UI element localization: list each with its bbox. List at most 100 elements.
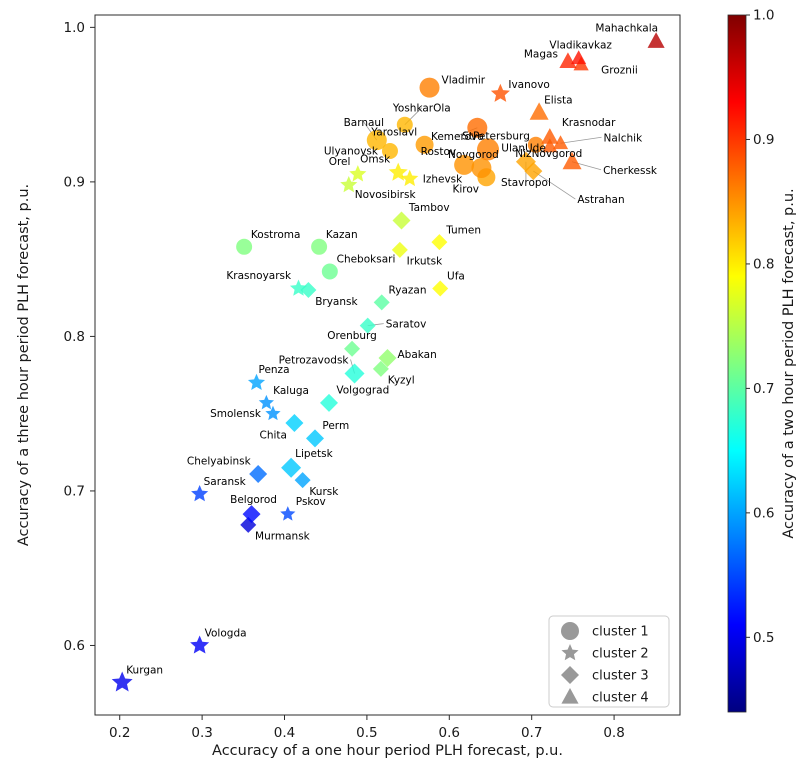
- axes-spines: [94, 14, 681, 716]
- data-point-diamond: [431, 234, 448, 251]
- city-label: Novgorod: [448, 149, 499, 161]
- data-point-diamond: [344, 363, 365, 384]
- x-tick-label: 0.4: [274, 725, 295, 741]
- city-label: Nalchik: [604, 132, 644, 144]
- data-point-diamond: [391, 241, 408, 258]
- city-label: Penza: [258, 364, 289, 376]
- colorbar-tick-label: 0.8: [753, 256, 774, 272]
- city-label: UlanUde: [501, 142, 546, 154]
- city-label: Pskov: [296, 496, 326, 508]
- label-leader-line: [560, 136, 602, 144]
- city-label: Stavropol: [501, 177, 551, 189]
- city-label: Kirov: [452, 184, 479, 196]
- city-label: Tumen: [445, 224, 481, 236]
- data-point-star: [289, 279, 308, 296]
- city-label: Novosibirsk: [355, 189, 417, 201]
- city-label: Belgorod: [230, 494, 277, 506]
- data-point-triangle: [647, 32, 665, 48]
- data-point-diamond: [344, 340, 361, 357]
- data-point-diamond: [320, 393, 338, 412]
- legend-label: cluster 1: [592, 625, 649, 640]
- city-label: Volgograd: [336, 384, 389, 396]
- city-label: Krasnodar: [562, 117, 616, 129]
- x-tick-label: 0.6: [439, 725, 460, 741]
- data-point-diamond: [524, 162, 543, 181]
- colorbar-gradient: [728, 15, 746, 712]
- x-axis-label: Accuracy of a one hour period PLH foreca…: [212, 743, 563, 759]
- y-tick-label: 0.9: [64, 174, 85, 190]
- data-point-diamond: [285, 413, 304, 432]
- y-tick-label: 1.0: [64, 20, 85, 36]
- legend-marker-circle: [561, 622, 579, 640]
- data-point-circle: [396, 116, 413, 133]
- city-label: Murmansk: [255, 531, 311, 543]
- data-point-diamond: [392, 211, 411, 230]
- data-point-star: [340, 175, 358, 193]
- city-label: Vladikavkaz: [549, 39, 612, 51]
- data-point-star: [280, 506, 296, 521]
- city-label: Petrozavodsk: [279, 354, 350, 366]
- city-label: Elista: [544, 94, 573, 106]
- legend-label: cluster 3: [592, 669, 649, 684]
- city-label: Yaroslavl: [370, 126, 417, 138]
- city-label: Saratov: [386, 319, 427, 331]
- data-point-triangle: [529, 102, 549, 120]
- x-tick-label: 0.3: [191, 725, 212, 741]
- city-label: Astrahan: [577, 194, 624, 206]
- data-point-circle: [311, 238, 328, 255]
- data-point-circle: [454, 154, 475, 175]
- data-point-star: [490, 83, 510, 102]
- data-point-triangle: [552, 135, 569, 150]
- city-label: Groznii: [601, 64, 638, 76]
- data-point-circle: [236, 238, 253, 255]
- data-point-circle: [527, 136, 544, 153]
- city-label: Orenburg: [327, 330, 377, 342]
- city-label: Rostov: [421, 146, 456, 158]
- data-point-diamond: [249, 464, 268, 483]
- y-tick-label: 0.7: [64, 483, 85, 499]
- data-point-diamond: [378, 349, 397, 368]
- data-point-star: [265, 405, 281, 421]
- data-point-triangle: [541, 128, 559, 144]
- data-point-star: [247, 373, 266, 391]
- legend-marker-diamond: [561, 666, 579, 684]
- colorbar-tick-label: 0.5: [753, 630, 774, 646]
- legend-label: cluster 2: [592, 647, 649, 662]
- city-label: Cheboksari: [337, 254, 396, 266]
- legend-marker-triangle: [561, 688, 579, 704]
- legend-marker-star: [561, 644, 579, 661]
- data-point-circle: [477, 138, 500, 161]
- city-label: Ryazan: [389, 285, 427, 297]
- city-label: NizNovgorod: [515, 148, 582, 160]
- legend-label: cluster 4: [592, 691, 649, 706]
- city-label: Lipetsk: [295, 448, 333, 460]
- data-point-diamond: [432, 280, 449, 297]
- city-label: Kemerovo: [431, 131, 484, 143]
- city-label: Vologda: [205, 627, 247, 639]
- city-label: Kaluga: [273, 385, 309, 397]
- data-point-diamond: [242, 505, 261, 524]
- city-label: Cherkessk: [603, 165, 658, 177]
- legend-box: [548, 615, 670, 708]
- city-label: Ulyanovsk: [324, 145, 379, 157]
- city-label: StPetersburg: [462, 130, 530, 142]
- colorbar-tick-label: 0.7: [753, 381, 774, 397]
- city-label: Ivanovo: [508, 79, 549, 91]
- city-label: Magas: [524, 48, 558, 60]
- label-leader-line: [533, 170, 576, 200]
- data-point-diamond: [294, 472, 311, 489]
- city-label: Irkutsk: [407, 256, 443, 268]
- data-point-star: [190, 635, 210, 654]
- city-label: Perm: [322, 420, 349, 432]
- data-point-circle: [366, 130, 387, 151]
- data-point-diamond: [373, 294, 390, 311]
- city-label: Chita: [260, 429, 287, 441]
- data-point-circle: [415, 135, 434, 154]
- city-label: Orel: [329, 156, 351, 168]
- x-tick-label: 0.2: [109, 725, 130, 741]
- data-point-star: [111, 671, 133, 692]
- colorbar-tick-label: 0.9: [753, 132, 774, 148]
- x-tick-label: 0.8: [603, 725, 624, 741]
